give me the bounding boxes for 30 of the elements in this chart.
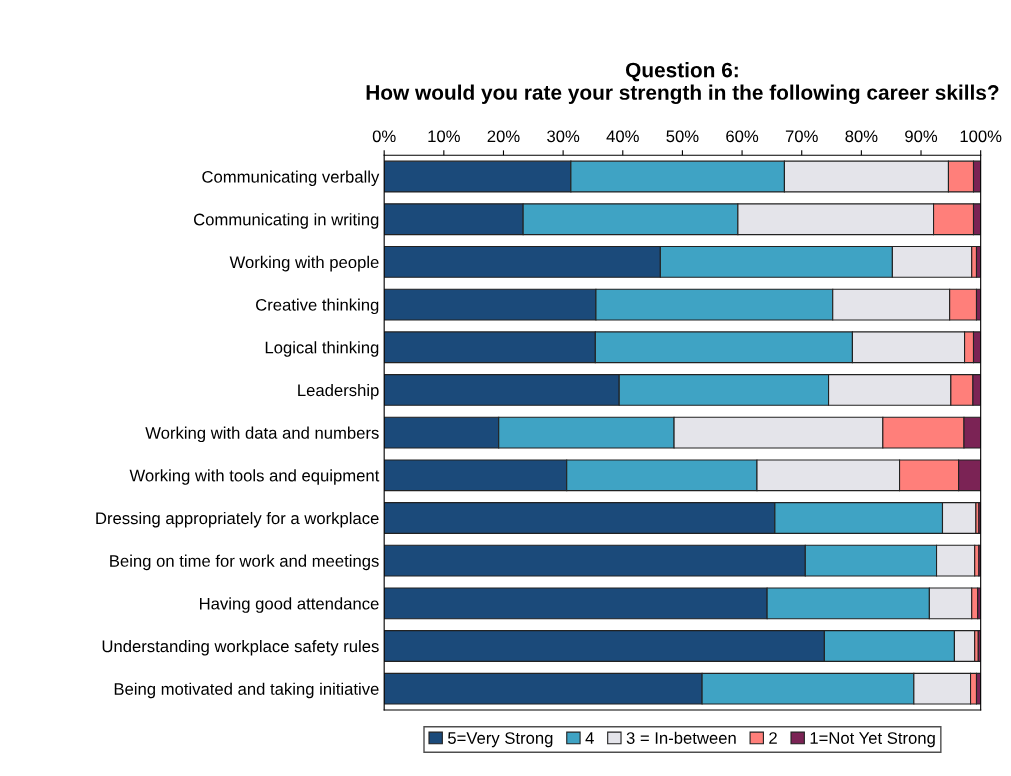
y-tick-label: Being on time for work and meetings	[110, 554, 379, 571]
y-tick-label: Leadership	[298, 383, 379, 400]
x-tick-label: 30%	[547, 130, 580, 143]
x-tick-label: 50%	[666, 130, 699, 143]
y-tick-label: Logical thinking	[265, 341, 379, 357]
x-tick-label: 60%	[726, 130, 759, 143]
chart-title: Question 6: How would you rate your strength in the following career skills?	[366, 62, 999, 105]
legend-label: 3 = In-between	[626, 731, 736, 744]
x-tick-label: 20%	[487, 130, 520, 143]
x-tick-label: 10%	[428, 130, 460, 143]
y-tick-label: Working with tools and equipment	[129, 469, 380, 485]
x-tick-label: 40%	[606, 130, 639, 143]
y-tick-label: Creative thinking	[256, 298, 379, 315]
y-tick-label: Having good attendance	[200, 597, 379, 613]
y-tick-label: Being motivated and taking initiative	[114, 682, 379, 699]
x-tick-label: 90%	[905, 130, 938, 143]
y-tick-label: Working with people	[229, 255, 379, 272]
x-tick-label: 80%	[845, 130, 878, 143]
y-tick-label: Working with data and numbers	[145, 426, 379, 443]
y-tick-label: Communicating verbally	[202, 170, 380, 187]
legend-label: 4	[585, 732, 594, 744]
legend-label: 1=Not Yet Strong	[810, 732, 935, 748]
y-tick-label: Understanding workplace safety rules	[102, 639, 379, 656]
x-tick-label: 100%	[960, 130, 1002, 143]
y-tick-label: Communicating in writing	[193, 213, 379, 229]
y-tick-label: Dressing appropriately for a workplace	[96, 511, 379, 528]
legend-label: 2	[769, 732, 777, 744]
x-tick-label: 0%	[372, 130, 396, 143]
x-tick-label: 70%	[785, 130, 818, 143]
legend-label: 5=Very Strong	[448, 732, 553, 748]
